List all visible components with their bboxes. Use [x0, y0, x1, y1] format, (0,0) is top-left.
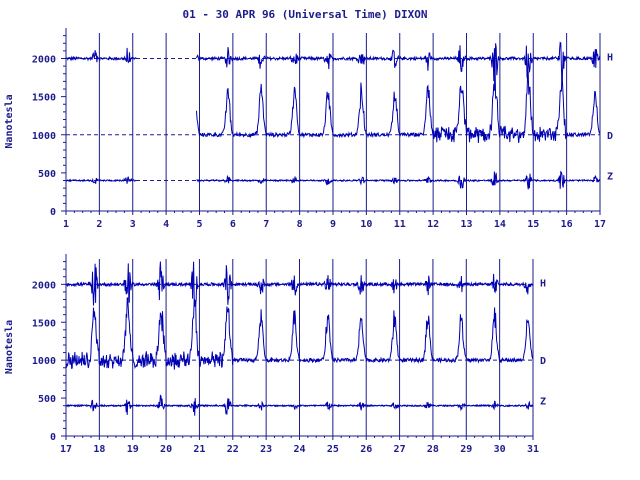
- y-tick-label: 0: [50, 432, 56, 443]
- x-tick-label: 27: [394, 444, 406, 455]
- y-tick-label: 500: [38, 394, 56, 405]
- trace-h: [196, 41, 601, 86]
- x-tick-label: 18: [93, 444, 105, 455]
- y-tick-label: 1500: [32, 318, 56, 329]
- y-tick-label: 1000: [32, 131, 56, 142]
- x-tick-label: 6: [230, 219, 236, 230]
- x-tick-label: 14: [494, 219, 506, 230]
- x-tick-label: 29: [460, 444, 472, 455]
- series-label-z: Z: [540, 397, 546, 408]
- series-label-d: D: [540, 356, 546, 367]
- y-tick-label: 1000: [32, 356, 56, 367]
- y-axis-label: Nanotesla: [4, 94, 15, 148]
- y-tick-label: 1500: [32, 93, 56, 104]
- series-label-h: H: [540, 278, 546, 289]
- x-tick-label: 7: [263, 219, 269, 230]
- x-tick-label: 8: [297, 219, 303, 230]
- trace-z: [196, 170, 601, 190]
- y-axis-label: Nanotesla: [4, 320, 15, 374]
- trace-h: [65, 261, 534, 306]
- x-tick-label: 2: [96, 219, 102, 230]
- x-tick-label: 20: [160, 444, 172, 455]
- x-tick-label: 21: [193, 444, 205, 455]
- series-label-z: Z: [607, 172, 613, 183]
- series-label-h: H: [607, 53, 613, 64]
- x-tick-label: 31: [527, 444, 539, 455]
- x-tick-label: 16: [561, 219, 573, 230]
- x-tick-label: 10: [360, 219, 372, 230]
- x-tick-label: 28: [427, 444, 439, 455]
- series-label-d: D: [607, 131, 613, 142]
- y-tick-label: 500: [38, 169, 56, 180]
- trace-d: [65, 297, 534, 370]
- x-tick-label: 11: [394, 219, 406, 230]
- x-tick-label: 3: [130, 219, 136, 230]
- x-tick-label: 12: [427, 219, 439, 230]
- trace-h: [65, 47, 137, 64]
- x-tick-label: 23: [260, 444, 272, 455]
- x-tick-label: 24: [293, 444, 305, 455]
- trace-d: [196, 63, 601, 144]
- x-tick-label: 15: [527, 219, 539, 230]
- x-tick-label: 9: [330, 219, 336, 230]
- trace-z: [65, 394, 534, 416]
- x-tick-label: 5: [196, 219, 202, 230]
- x-tick-label: 13: [460, 219, 472, 230]
- trace-z: [65, 176, 137, 184]
- x-tick-label: 1: [63, 219, 69, 230]
- x-tick-label: 4: [163, 219, 169, 230]
- x-tick-label: 19: [127, 444, 139, 455]
- x-tick-label: 25: [327, 444, 339, 455]
- y-tick-label: 2000: [32, 55, 56, 66]
- x-tick-label: 22: [227, 444, 239, 455]
- x-tick-label: 17: [594, 219, 606, 230]
- x-tick-label: 17: [60, 444, 72, 455]
- x-tick-label: 26: [360, 444, 372, 455]
- chart-title: 01 - 30 APR 96 (Universal Time) DIXON: [182, 8, 428, 21]
- y-tick-label: 2000: [32, 280, 56, 291]
- y-tick-label: 0: [50, 207, 56, 218]
- x-tick-label: 30: [494, 444, 506, 455]
